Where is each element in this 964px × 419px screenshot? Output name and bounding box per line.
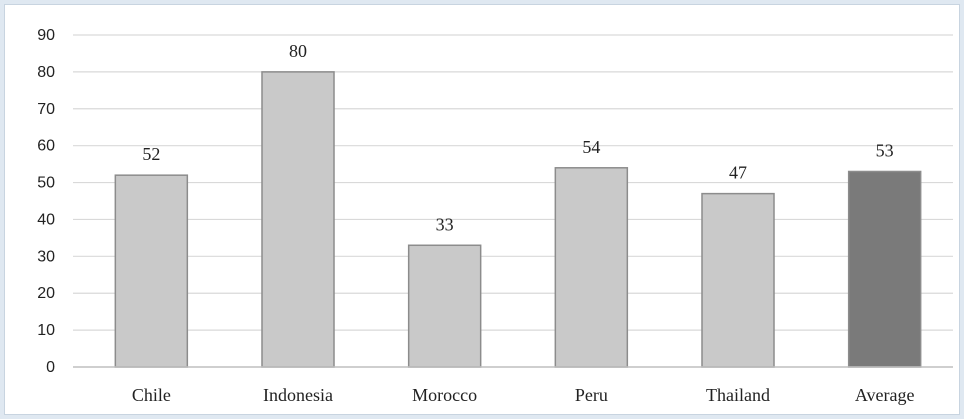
chart-frame: 0 10 20 30 40 50 60 70 80 90 52 80 33 54 47 53 Chile In… (4, 4, 960, 415)
category-label-chile: Chile (132, 385, 171, 405)
category-label-morocco: Morocco (412, 385, 477, 405)
bar-indonesia (261, 71, 335, 368)
y-axis-tick-labels: 0 10 20 30 40 50 60 70 80 90 (37, 27, 55, 376)
bar-average (847, 170, 922, 368)
data-label-thailand: 47 (729, 163, 747, 183)
data-label-morocco: 33 (436, 214, 454, 234)
y-tick-label-60: 60 (37, 138, 55, 155)
bar-peru (554, 167, 629, 368)
data-label-chile: 52 (142, 144, 160, 164)
bars (114, 71, 922, 368)
y-tick-label-10: 10 (37, 322, 55, 339)
category-label-thailand: Thailand (706, 385, 770, 405)
category-label-peru: Peru (575, 385, 608, 405)
y-tick-label-80: 80 (37, 64, 55, 81)
bar-thailand (701, 192, 775, 368)
gridlines (73, 34, 953, 331)
y-tick-label-90: 90 (37, 27, 55, 44)
y-tick-label-30: 30 (37, 248, 55, 265)
y-tick-label-70: 70 (37, 101, 55, 118)
data-label-average: 53 (876, 140, 894, 160)
bar-morocco (407, 244, 482, 368)
data-label-peru: 54 (582, 137, 600, 157)
category-label-average: Average (855, 385, 915, 405)
x-axis-category-labels: Chile Indonesia Morocco Peru Thailand Average (132, 385, 915, 405)
bar-chile (114, 174, 189, 368)
y-tick-label-0: 0 (46, 359, 55, 376)
y-tick-label-40: 40 (37, 211, 55, 228)
category-label-indonesia: Indonesia (263, 385, 333, 405)
data-label-indonesia: 80 (289, 41, 307, 61)
y-tick-label-50: 50 (37, 175, 55, 192)
y-tick-label-20: 20 (37, 285, 55, 302)
bar-chart: 0 10 20 30 40 50 60 70 80 90 52 80 33 54 47 53 Chile In… (37, 27, 953, 405)
data-labels: 52 80 33 54 47 53 (142, 41, 893, 234)
